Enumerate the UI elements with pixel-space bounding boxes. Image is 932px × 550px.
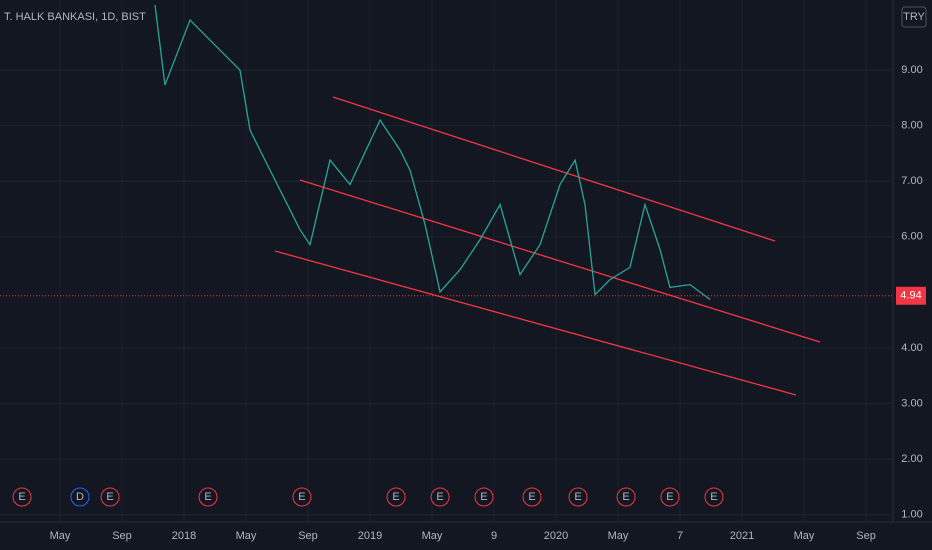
x-tick-label: 9 (491, 530, 497, 542)
event-marker (70, 487, 90, 507)
x-tick-label: 2021 (730, 530, 754, 542)
x-tick-label: 7 (677, 530, 683, 542)
event-label: E (436, 491, 443, 503)
x-tick-label: May (50, 530, 71, 542)
trend-line (299, 179, 821, 343)
event-label: E (574, 491, 581, 503)
event-marker (292, 487, 312, 507)
price-line (154, 4, 711, 301)
event-label: E (528, 491, 535, 503)
event-label: E (622, 491, 629, 503)
x-tick-label: May (608, 530, 629, 542)
x-tick-label: May (794, 530, 815, 542)
grid (0, 0, 893, 522)
x-tick-label: Sep (298, 530, 318, 542)
event-label: E (666, 491, 673, 503)
event-marker (522, 487, 542, 507)
event-marker (568, 487, 588, 507)
x-tick-label: May (236, 530, 257, 542)
x-tick-label: Sep (856, 530, 876, 542)
y-tick-label: 1.00 (901, 509, 922, 521)
trend-line (332, 96, 776, 242)
event-label: E (480, 491, 487, 503)
y-tick-label: 9.00 (901, 64, 922, 76)
event-marker (386, 487, 406, 507)
event-marker (198, 487, 218, 507)
x-tick-label: Sep (112, 530, 132, 542)
event-label: E (18, 491, 25, 503)
x-tick-label: 2018 (172, 530, 196, 542)
trend-line (274, 250, 797, 396)
event-marker (616, 487, 636, 507)
chart-title: T. HALK BANKASI, 1D, BIST (4, 11, 146, 23)
currency-label: TRY (903, 11, 925, 23)
event-marker (474, 487, 494, 507)
last-price-badge (896, 286, 926, 305)
event-label: E (106, 491, 113, 503)
y-tick-label: 7.00 (901, 175, 922, 187)
event-label: E (710, 491, 717, 503)
x-tick-label: May (422, 530, 443, 542)
y-tick-label: 4.00 (901, 342, 922, 354)
y-tick-label: 6.00 (901, 231, 922, 243)
event-marker (704, 487, 724, 507)
event-marker (12, 487, 32, 507)
event-marker (660, 487, 680, 507)
event-label: D (76, 491, 84, 503)
event-marker (430, 487, 450, 507)
y-tick-label: 3.00 (901, 397, 922, 409)
event-label: E (298, 491, 305, 503)
last-price-label: 4.94 (900, 290, 921, 302)
currency-badge[interactable] (901, 6, 927, 28)
plot (154, 4, 821, 396)
y-tick-label: 2.00 (901, 453, 922, 465)
x-tick-label: 2019 (358, 530, 382, 542)
event-marker (100, 487, 120, 507)
x-tick-label: 2020 (544, 530, 568, 542)
event-label: E (392, 491, 399, 503)
event-label: E (204, 491, 211, 503)
y-tick-label: 8.00 (901, 120, 922, 132)
